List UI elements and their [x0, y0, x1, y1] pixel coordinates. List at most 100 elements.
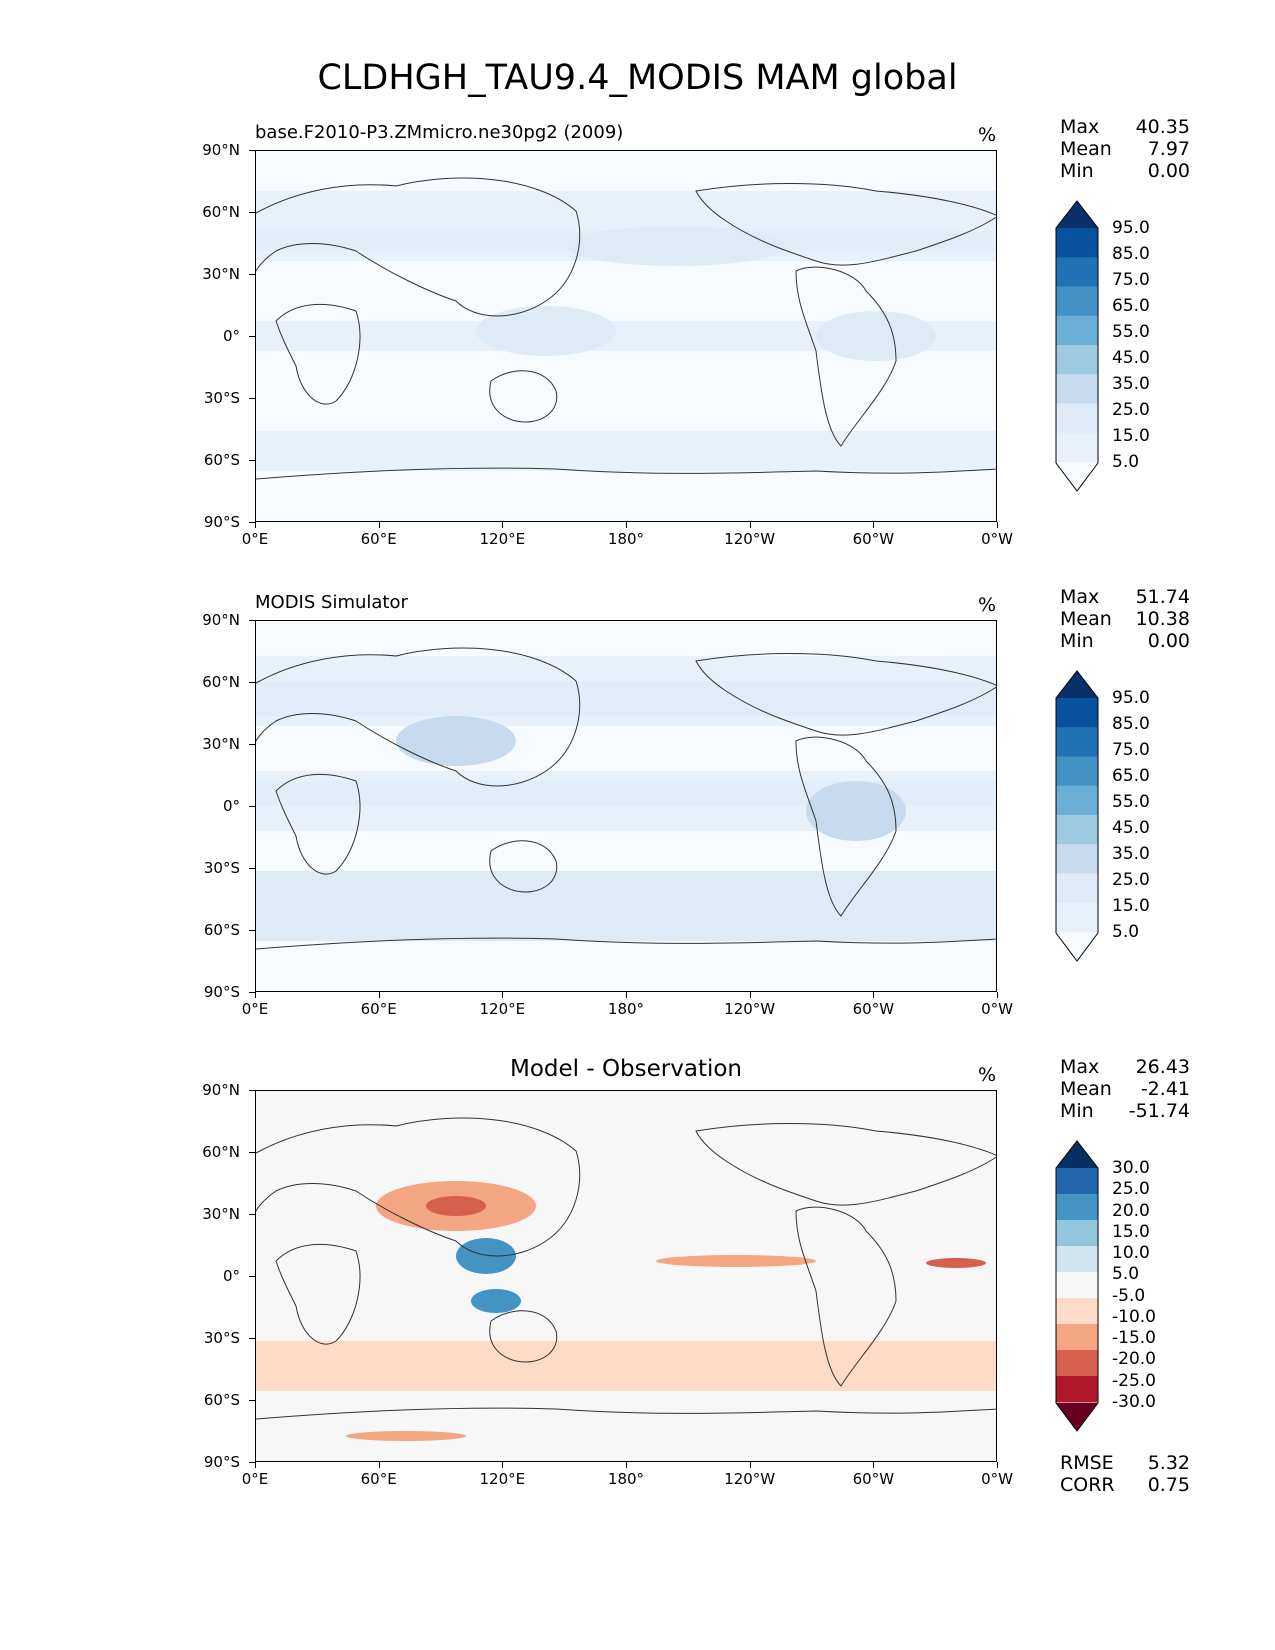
colorbar-extend-bottom — [1056, 933, 1098, 961]
colorbar-label: 30.0 — [1112, 1158, 1150, 1178]
stat-label: Max — [1060, 1056, 1100, 1078]
colorbar-segment — [1056, 815, 1098, 845]
map-field — [256, 621, 996, 991]
x-tick-mark — [997, 1462, 998, 1468]
x-tick-label: 120°W — [724, 530, 776, 548]
x-tick-label: 120°E — [479, 1470, 526, 1488]
colorbar-segment — [1056, 1246, 1098, 1273]
x-tick-label: 120°E — [479, 1000, 526, 1018]
y-tick-mark — [249, 398, 255, 399]
x-tick-label: 0°E — [241, 530, 269, 548]
y-tick-mark — [249, 992, 255, 993]
y-tick-mark — [249, 1152, 255, 1153]
x-tick-mark — [255, 1462, 256, 1468]
x-tick-mark — [378, 522, 380, 528]
colorbar-label: 25.0 — [1112, 870, 1150, 890]
colorbar-extend-top — [1056, 671, 1098, 698]
colorbar-segment — [1056, 286, 1098, 317]
units-label: % — [978, 124, 997, 146]
stat-value: 40.35 — [1135, 116, 1190, 138]
map-plot — [255, 1090, 997, 1462]
y-tick-mark — [249, 682, 255, 683]
y-tick-label: 0° — [222, 1267, 240, 1285]
units-label: % — [978, 594, 997, 616]
y-tick-label: 30°N — [202, 735, 240, 753]
y-tick-label: 90°N — [202, 1081, 240, 1099]
colorbar-segment — [1056, 1324, 1098, 1351]
metric-label: RMSE — [1060, 1452, 1114, 1474]
colorbar-label: -5.0 — [1112, 1285, 1146, 1306]
stat-row: Mean -2.41 — [1060, 1078, 1190, 1100]
y-tick-mark — [249, 522, 255, 523]
x-tick-mark — [873, 522, 875, 528]
colorbar-segment — [1056, 1298, 1098, 1325]
colorbar-label: 45.0 — [1112, 348, 1150, 368]
panel-title: MODIS Simulator — [255, 592, 408, 613]
colorbar-label: 85.0 — [1112, 714, 1150, 734]
x-tick-mark — [749, 522, 751, 528]
y-tick-label: 90°S — [203, 513, 240, 531]
colorbar-label: 45.0 — [1112, 818, 1150, 838]
y-tick-mark — [249, 1400, 255, 1401]
colorbar-label: 15.0 — [1112, 896, 1150, 916]
stat-label: Min — [1060, 1100, 1094, 1122]
y-tick-label: 90°S — [203, 1453, 240, 1471]
colorbar-label: 75.0 — [1112, 270, 1150, 290]
colorbar-label: -10.0 — [1112, 1306, 1156, 1327]
x-tick-mark — [255, 522, 256, 528]
stat-label: Mean — [1060, 1078, 1112, 1100]
stat-value: 7.97 — [1147, 138, 1190, 160]
x-tick-mark — [749, 1462, 751, 1468]
colorbar-segment — [1056, 403, 1098, 434]
colorbar-label: 5.0 — [1112, 452, 1140, 472]
stat-value: -2.41 — [1140, 1078, 1190, 1100]
stat-value: 0.00 — [1147, 160, 1190, 182]
panel-observation: MODIS Simulator % — [0, 592, 1275, 1062]
units-label: % — [978, 1064, 997, 1086]
stats-box: Max 51.74 Mean 10.38 Min 0.00 — [1060, 586, 1190, 652]
x-tick-label: 180° — [607, 530, 645, 548]
y-tick-label: 30°N — [202, 265, 240, 283]
y-tick-mark — [249, 806, 255, 807]
colorbar-segment — [1056, 315, 1098, 346]
colorbar-segment — [1056, 228, 1098, 258]
colorbar-extend-bottom — [1056, 1403, 1098, 1431]
colorbar-extend-bottom — [1056, 463, 1098, 491]
x-tick-label: 0°W — [981, 1470, 1013, 1488]
x-tick-label: 120°E — [479, 530, 526, 548]
colorbar-segment — [1056, 432, 1098, 463]
y-tick-label: 60°S — [203, 921, 240, 939]
x-tick-mark — [873, 1462, 875, 1468]
colorbar-segment — [1056, 1220, 1098, 1247]
y-tick-mark — [249, 336, 255, 337]
colorbar-segment — [1056, 873, 1098, 904]
colorbar-label: 5.0 — [1112, 922, 1140, 942]
colorbar-label: 85.0 — [1112, 244, 1150, 264]
metric-value: 5.32 — [1147, 1452, 1190, 1474]
x-tick-mark — [255, 992, 256, 998]
colorbar-label: 15.0 — [1112, 1221, 1150, 1242]
colorbar-segment — [1056, 374, 1098, 404]
colorbar-label: 25.0 — [1112, 1179, 1150, 1200]
stat-value: 10.38 — [1135, 608, 1190, 630]
colorbar-segment — [1056, 727, 1098, 757]
y-tick-label: 60°S — [203, 1391, 240, 1409]
panel-difference: Model - Observation % — [0, 1056, 1275, 1532]
stat-label: Max — [1060, 586, 1100, 608]
colorbar-label: 95.0 — [1112, 218, 1150, 238]
y-tick-label: 0° — [222, 327, 240, 345]
colorbar-label: 65.0 — [1112, 296, 1150, 316]
colorbar-label: 5.0 — [1112, 1264, 1140, 1285]
figure-title: CLDHGH_TAU9.4_MODIS MAM global — [317, 58, 958, 98]
colorbar-label: 25.0 — [1112, 400, 1150, 420]
map-plot — [255, 150, 997, 522]
x-tick-label: 60°W — [852, 1470, 895, 1488]
colorbar-label: 35.0 — [1112, 844, 1150, 864]
colorbar-label: 35.0 — [1112, 374, 1150, 394]
colorbar-label: -20.0 — [1112, 1349, 1156, 1370]
x-tick-label: 0°E — [241, 1000, 269, 1018]
stat-row: Min 0.00 — [1060, 160, 1190, 182]
y-tick-mark — [249, 744, 255, 745]
x-tick-label: 120°W — [724, 1000, 776, 1018]
y-tick-mark — [249, 930, 255, 931]
